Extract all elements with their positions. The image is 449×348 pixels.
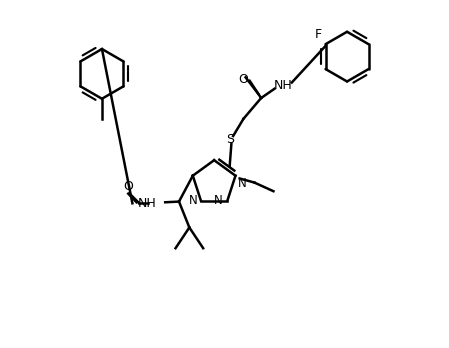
Text: N: N (213, 194, 222, 207)
Text: N: N (189, 194, 198, 207)
Text: O: O (238, 73, 248, 86)
Text: NH: NH (274, 79, 293, 93)
Text: S: S (226, 133, 233, 146)
Text: NH: NH (138, 197, 157, 210)
Text: F: F (315, 28, 322, 41)
Text: N: N (238, 177, 247, 190)
Text: O: O (123, 180, 133, 193)
